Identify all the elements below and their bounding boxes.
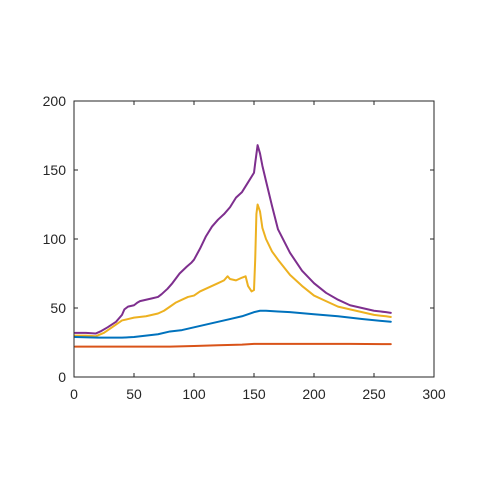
series-line-4 — [74, 342, 392, 348]
x-tick-label: 200 — [302, 386, 326, 402]
series-line-1 — [74, 144, 392, 335]
y-tick-label: 100 — [43, 231, 67, 247]
y-tick-label: 150 — [43, 162, 67, 178]
x-tick-label: 100 — [182, 386, 206, 402]
x-tick-label: 0 — [70, 386, 78, 402]
x-tick-label: 250 — [362, 386, 386, 402]
plot-box — [73, 100, 435, 378]
series-line-3 — [74, 309, 392, 339]
axes-layer: 0 50 100 150 200 250 300 0 50 100 150 200 — [43, 93, 446, 402]
x-tick-label: 50 — [126, 386, 142, 402]
x-tick-label: 150 — [242, 386, 266, 402]
y-tick-label: 50 — [50, 300, 66, 316]
y-tick-label: 0 — [58, 369, 66, 385]
series-line-2 — [74, 203, 392, 338]
y-tick-label: 200 — [43, 93, 67, 109]
x-tick-label: 300 — [422, 386, 446, 402]
series-layer — [74, 144, 392, 348]
